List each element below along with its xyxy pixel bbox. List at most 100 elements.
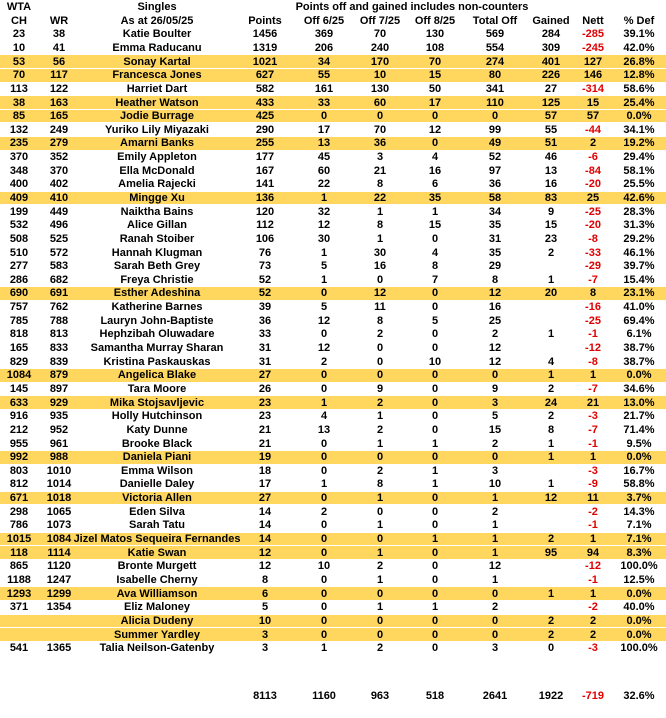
cell-off-8-25[interactable]: 0 xyxy=(431,573,439,586)
cell-wr[interactable]: 929 xyxy=(49,396,69,409)
cell-nett[interactable]: -29 xyxy=(585,260,601,273)
cell-wr[interactable]: 165 xyxy=(49,110,69,123)
cell-off-7-25[interactable]: 22 xyxy=(373,192,387,204)
cell-points[interactable]: 6 xyxy=(261,587,269,600)
cell-pct-def[interactable]: 29.4% xyxy=(623,151,655,164)
cell-total-off[interactable]: 1 xyxy=(491,573,499,586)
cell-pct-def[interactable]: 19.2% xyxy=(623,137,655,150)
cell-name[interactable]: Emily Appleton xyxy=(117,151,197,164)
cell-off-7-25[interactable]: 170 xyxy=(370,55,390,68)
cell-off-6-25[interactable]: 2 xyxy=(320,355,328,368)
cell-off-7-25[interactable]: 21 xyxy=(373,164,387,177)
cell-total-off[interactable]: 16 xyxy=(488,301,502,314)
cell-nett[interactable]: -9 xyxy=(588,478,598,491)
cell-nett[interactable]: -25 xyxy=(585,314,601,327)
cell-off-8-25[interactable]: 0 xyxy=(431,492,439,505)
cell-ch[interactable]: 145 xyxy=(9,382,29,395)
cell-off-8-25[interactable]: 4 xyxy=(431,246,439,259)
cell-name[interactable]: Holly Hutchinson xyxy=(111,410,203,423)
cell-ch[interactable]: 541 xyxy=(9,642,29,655)
cell-points[interactable]: 17 xyxy=(258,478,272,491)
cell-wr[interactable]: 1084 xyxy=(46,533,72,546)
cell-name[interactable]: Mingge Xu xyxy=(129,192,185,204)
cell-nett[interactable]: 11 xyxy=(587,492,599,505)
cell-gained[interactable] xyxy=(528,601,574,614)
cell-off-6-25[interactable]: 0 xyxy=(320,437,328,450)
cell-points[interactable]: 112 xyxy=(256,219,274,232)
cell-name[interactable]: Bronte Murgett xyxy=(117,560,197,573)
cell-off-8-25[interactable]: 0 xyxy=(431,301,439,314)
cell-name[interactable]: Hannah Klugman xyxy=(111,246,203,259)
cell-wr[interactable]: 1299 xyxy=(46,587,72,600)
cell-points[interactable]: 76 xyxy=(258,246,272,259)
cell-wr[interactable]: 879 xyxy=(49,369,69,382)
cell-gained[interactable]: 1 xyxy=(547,478,555,491)
cell-off-8-25[interactable]: 108 xyxy=(425,41,445,54)
cell-name[interactable]: Sarah Tatu xyxy=(128,519,186,532)
cell-off-8-25[interactable]: 8 xyxy=(431,260,439,273)
cell-ch[interactable]: 400 xyxy=(9,178,29,191)
cell-off-8-25[interactable]: 1 xyxy=(431,205,439,218)
cell-ch[interactable]: 633 xyxy=(9,396,29,409)
cell-off-7-25[interactable]: 1 xyxy=(376,601,384,614)
cell-gained[interactable]: 83 xyxy=(544,192,558,204)
cell-wr[interactable]: 961 xyxy=(49,437,69,450)
cell-off-6-25[interactable]: 5 xyxy=(320,301,328,314)
cell-nett[interactable]: 1 xyxy=(589,369,597,382)
cell-pct-def[interactable]: 8.3% xyxy=(626,546,652,559)
cell-wr[interactable]: 833 xyxy=(49,342,69,355)
cell-name[interactable]: Ranah Stoiber xyxy=(119,232,195,245)
cell-total-off[interactable]: 35 xyxy=(488,219,502,232)
cell-off-6-25[interactable]: 1 xyxy=(320,273,328,286)
cell-points[interactable]: 433 xyxy=(255,96,275,109)
cell-off-7-25[interactable]: 0 xyxy=(376,628,384,641)
cell-off-6-25[interactable]: 0 xyxy=(320,492,328,505)
cell-gained[interactable]: 9 xyxy=(547,205,555,218)
cell-nett[interactable]: 8 xyxy=(589,287,597,300)
cell-total-off[interactable]: 97 xyxy=(488,164,502,177)
cell-off-6-25[interactable]: 60 xyxy=(317,164,331,177)
cell-off-7-25[interactable]: 0 xyxy=(376,587,384,600)
cell-wr[interactable]: 1247 xyxy=(46,573,72,586)
cell-pct-def[interactable]: 58.1% xyxy=(623,164,655,177)
cell-wr[interactable]: 279 xyxy=(49,137,69,150)
cell-total-off[interactable]: 554 xyxy=(485,41,505,54)
cell-nett[interactable]: -3 xyxy=(588,464,598,477)
cell-off-8-25[interactable]: 12 xyxy=(428,123,442,136)
cell-off-6-25[interactable]: 0 xyxy=(320,587,328,600)
cell-nett[interactable]: -7 xyxy=(588,382,598,395)
cell-nett[interactable]: 94 xyxy=(586,546,600,559)
cell-points[interactable]: 5 xyxy=(261,601,269,614)
cell-off-6-25[interactable]: 0 xyxy=(320,464,328,477)
cell-total-off[interactable]: 1 xyxy=(491,546,499,559)
cell-ch[interactable]: 955 xyxy=(9,437,29,450)
cell-points[interactable]: 255 xyxy=(255,137,275,150)
cell-ch[interactable] xyxy=(0,689,38,703)
cell-off-8-25[interactable]: 0 xyxy=(431,410,439,423)
cell-off-7-25[interactable]: 16 xyxy=(373,260,387,273)
cell-name[interactable]: Hephzibah Oluwadare xyxy=(99,328,215,341)
cell-total-off[interactable]: 1 xyxy=(491,492,499,505)
cell-total-off[interactable]: 341 xyxy=(485,82,505,95)
cell-gained[interactable]: 1 xyxy=(547,437,555,450)
cell-gained[interactable]: 401 xyxy=(541,55,561,68)
cell-off-7-25[interactable]: 36 xyxy=(373,137,387,150)
cell-pct-def[interactable]: 7.1% xyxy=(626,533,652,546)
cell-total-off[interactable]: 2 xyxy=(491,437,499,450)
cell-wr[interactable]: 122 xyxy=(49,82,69,95)
cell-gained[interactable]: 2 xyxy=(547,382,555,395)
cell-wr[interactable] xyxy=(38,689,80,703)
cell-name[interactable]: Angelica Blake xyxy=(117,369,197,382)
cell-off-6-25[interactable]: 33 xyxy=(317,96,331,109)
cell-gained[interactable]: 2 xyxy=(547,246,555,259)
cell-wr[interactable]: 41 xyxy=(52,41,66,54)
cell-name[interactable]: Katie Boulter xyxy=(122,28,192,41)
cell-nett[interactable]: 2 xyxy=(589,628,597,641)
cell-off-7-25[interactable]: 1 xyxy=(376,519,384,532)
cell-name[interactable]: Alice Gillan xyxy=(127,219,187,232)
cell-off-7-25[interactable]: 9 xyxy=(376,382,384,395)
cell-off-7-25[interactable]: 0 xyxy=(376,369,384,382)
cell-name[interactable]: Jodie Burrage xyxy=(120,110,194,123)
cell-off-6-25[interactable]: 2 xyxy=(320,505,328,518)
cell-ch[interactable]: 23 xyxy=(12,28,26,41)
